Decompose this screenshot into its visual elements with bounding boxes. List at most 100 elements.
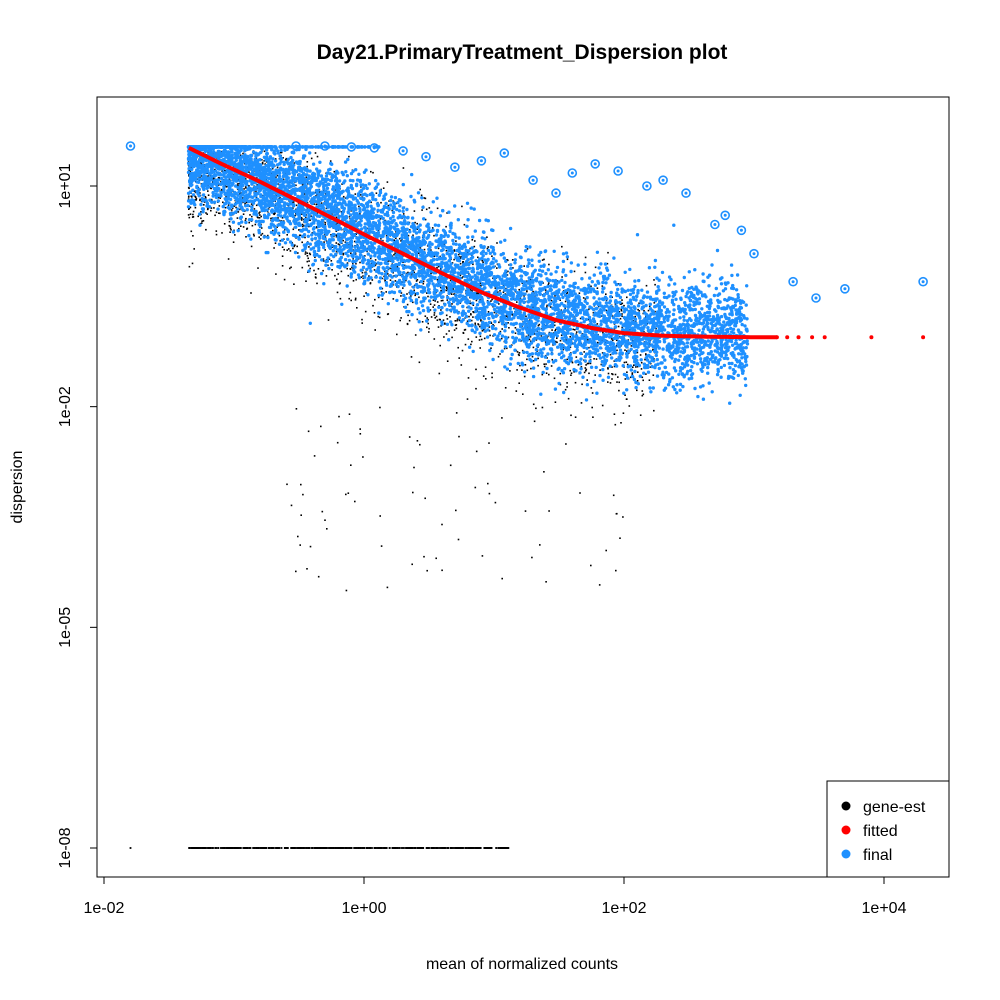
gene-est-point bbox=[623, 304, 625, 307]
gene-est-point bbox=[199, 192, 201, 194]
gene-est-point bbox=[540, 335, 543, 337]
gene-est-point bbox=[441, 569, 443, 572]
gene-est-point bbox=[457, 538, 460, 541]
gene-est-point bbox=[480, 320, 482, 322]
gene-est-point bbox=[598, 584, 601, 586]
gene-est-point bbox=[403, 847, 405, 849]
final-point bbox=[618, 313, 622, 317]
gene-est-point bbox=[453, 847, 456, 849]
gene-est-point bbox=[546, 304, 548, 307]
gene-est-point bbox=[426, 326, 428, 329]
gene-est-point bbox=[537, 324, 540, 327]
gene-est-point bbox=[219, 197, 221, 199]
gene-est-point bbox=[408, 319, 411, 322]
final-point bbox=[364, 168, 368, 172]
gene-est-point bbox=[523, 265, 525, 267]
gene-est-point bbox=[452, 847, 455, 849]
final-point bbox=[648, 349, 652, 354]
gene-est-point bbox=[305, 176, 308, 179]
gene-est-point bbox=[424, 218, 427, 221]
gene-est-point bbox=[215, 211, 218, 214]
gene-est-point bbox=[314, 256, 316, 258]
gene-est-point bbox=[467, 338, 470, 340]
final-point bbox=[420, 196, 424, 200]
gene-est-point bbox=[274, 242, 277, 244]
gene-est-point bbox=[621, 299, 623, 301]
gene-est-point bbox=[362, 456, 364, 458]
gene-est-point bbox=[488, 847, 490, 849]
gene-est-point bbox=[496, 242, 498, 244]
gene-est-point bbox=[584, 256, 587, 259]
gene-est-point bbox=[406, 303, 409, 306]
gene-est-point bbox=[474, 847, 477, 849]
final-point bbox=[630, 341, 635, 345]
gene-est-point bbox=[579, 317, 582, 320]
gene-est-point bbox=[455, 240, 457, 242]
gene-est-point bbox=[592, 416, 594, 418]
final-point bbox=[553, 278, 558, 283]
gene-est-point bbox=[654, 310, 656, 313]
gene-est-point bbox=[238, 208, 241, 211]
gene-est-point bbox=[375, 847, 378, 849]
gene-est-point bbox=[495, 847, 497, 849]
gene-est-point bbox=[435, 315, 438, 318]
gene-est-point bbox=[422, 847, 425, 849]
final-point bbox=[690, 372, 695, 376]
gene-est-point bbox=[538, 323, 541, 326]
gene-est-point bbox=[507, 336, 510, 339]
gene-est-point bbox=[550, 299, 553, 302]
gene-est-point bbox=[383, 275, 385, 278]
final-point bbox=[648, 386, 652, 390]
final-point bbox=[483, 329, 487, 333]
gene-est-point bbox=[308, 225, 310, 228]
gene-est-point bbox=[318, 190, 321, 193]
gene-est-point bbox=[532, 403, 535, 406]
gene-est-point bbox=[301, 266, 304, 269]
gene-est-point bbox=[380, 201, 382, 204]
gene-est-point bbox=[244, 186, 247, 188]
gene-est-point bbox=[274, 158, 277, 160]
gene-est-point bbox=[395, 230, 397, 233]
gene-est-point bbox=[260, 227, 263, 229]
gene-est-point bbox=[252, 847, 254, 849]
gene-est-point bbox=[445, 286, 448, 288]
gene-est-point bbox=[639, 414, 642, 416]
final-point bbox=[369, 269, 373, 273]
gene-est-point bbox=[373, 847, 376, 849]
gene-est-point bbox=[590, 564, 592, 567]
gene-est-point bbox=[543, 363, 545, 365]
gene-est-point bbox=[414, 334, 417, 336]
gene-est-point bbox=[406, 322, 409, 325]
gene-est-point bbox=[315, 847, 318, 849]
final-point bbox=[607, 273, 612, 277]
gene-est-point bbox=[562, 348, 565, 351]
gene-est-point bbox=[434, 300, 436, 302]
gene-est-point bbox=[315, 203, 318, 206]
final-point bbox=[485, 305, 489, 309]
gene-est-point bbox=[283, 847, 286, 849]
final-point bbox=[466, 252, 470, 256]
gene-est-point bbox=[531, 355, 534, 358]
gene-est-point bbox=[607, 381, 609, 383]
gene-est-point bbox=[373, 312, 376, 314]
gene-est-point bbox=[424, 497, 426, 500]
final-point bbox=[514, 252, 518, 256]
gene-est-point bbox=[416, 318, 419, 321]
gene-est-point bbox=[423, 555, 425, 558]
gene-est-point bbox=[399, 847, 401, 849]
gene-est-point bbox=[560, 334, 563, 336]
final-point bbox=[245, 208, 249, 212]
final-point bbox=[617, 358, 622, 362]
final-point bbox=[418, 223, 422, 227]
gene-est-point bbox=[322, 269, 324, 272]
final-point bbox=[377, 193, 382, 197]
gene-est-point bbox=[415, 280, 418, 282]
gene-est-point bbox=[190, 847, 192, 849]
gene-est-point bbox=[383, 847, 385, 849]
final-point bbox=[728, 366, 732, 370]
gene-est-point bbox=[416, 440, 419, 442]
final-point bbox=[685, 319, 690, 323]
gene-est-point bbox=[499, 290, 501, 292]
gene-est-point bbox=[599, 369, 601, 371]
final-point bbox=[396, 200, 400, 205]
